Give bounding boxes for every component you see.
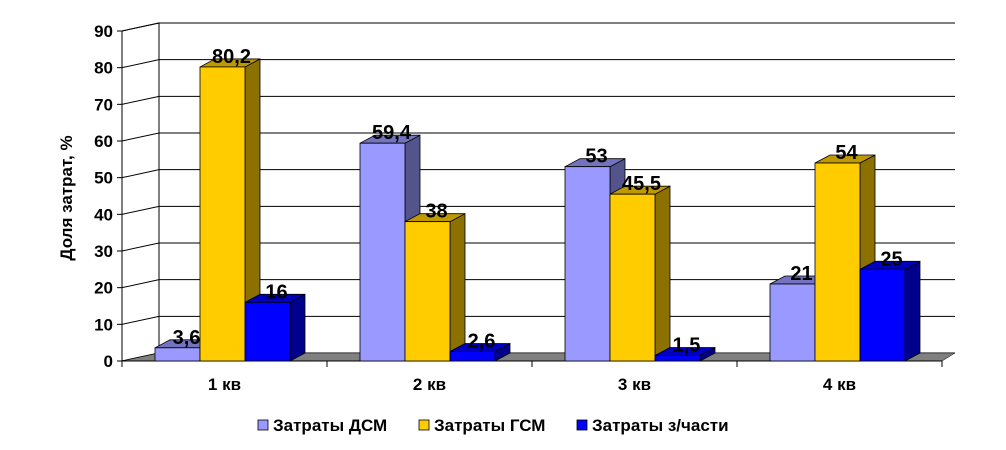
bar <box>404 213 466 362</box>
gridline <box>121 242 955 252</box>
data-label: 53 <box>585 146 607 168</box>
y-tick-label: 40 <box>94 205 113 224</box>
bar <box>199 58 261 362</box>
bar-side <box>289 293 306 362</box>
data-label: 2,6 <box>468 330 496 352</box>
bar-front <box>449 351 496 362</box>
category-label: 1 кв <box>208 375 241 394</box>
bar <box>244 293 306 362</box>
gridlines <box>121 22 955 362</box>
gridline <box>121 22 955 32</box>
data-label: 54 <box>835 142 858 164</box>
data-label: 45,5 <box>622 173 661 195</box>
category-label: 2 кв <box>413 375 446 394</box>
bars <box>154 58 921 362</box>
legend-swatch <box>257 419 269 431</box>
legend-swatch <box>418 419 430 431</box>
bar <box>609 185 671 362</box>
y-tick-label: 70 <box>94 95 113 114</box>
bar-front <box>244 301 291 362</box>
bar-front <box>199 66 246 362</box>
y-tick-label: 60 <box>94 132 113 151</box>
y-tick-label: 30 <box>94 242 113 261</box>
bar-front <box>609 193 656 362</box>
y-tick-label: 50 <box>94 169 113 188</box>
y-tick-label: 20 <box>94 279 113 298</box>
bar-front <box>359 142 406 362</box>
bar-front <box>404 221 451 362</box>
data-label: 21 <box>790 263 812 285</box>
gridline <box>121 59 955 69</box>
bar <box>449 342 511 362</box>
legend-item: Затраты ГСМ <box>418 416 545 435</box>
gridline <box>121 315 955 325</box>
bar-side <box>449 213 466 362</box>
legend: Затраты ДСМ Затраты ГСМ Затраты з/части <box>257 416 729 435</box>
legend-label: Затраты ГСМ <box>434 416 545 435</box>
category-label: 4 кв <box>823 375 856 394</box>
data-label: 1,5 <box>673 335 701 357</box>
legend-item: Затраты з/части <box>576 416 729 435</box>
y-axis-label: Доля затрат, % <box>57 135 76 260</box>
bar-front <box>564 166 611 362</box>
y-tick-label: 10 <box>94 315 113 334</box>
category-labels: 1 кв 2 кв 3 кв 4 кв <box>121 361 943 394</box>
data-labels: 3,6 80,2 16 59,4 38 2,6 53 45,5 1,5 21 54 25 <box>173 46 903 357</box>
data-label: 3,6 <box>173 327 201 349</box>
gridline <box>121 205 955 215</box>
plot-walls <box>121 22 160 362</box>
y-tick-label: 0 <box>104 352 113 371</box>
data-label: 80,2 <box>212 46 251 68</box>
bar-front <box>769 283 816 362</box>
bar-front <box>654 355 701 362</box>
bar-side <box>904 260 921 362</box>
bar-front <box>859 268 906 362</box>
bar <box>859 260 921 362</box>
bar <box>654 346 716 362</box>
legend-label: Затраты з/части <box>592 416 729 435</box>
category-label: 3 кв <box>618 375 651 394</box>
legend-swatch <box>576 419 588 431</box>
y-tick-label: 80 <box>94 59 113 78</box>
legend-label: Затраты ДСМ <box>273 416 387 435</box>
bar-side <box>654 185 671 362</box>
data-label: 25 <box>880 248 902 270</box>
data-label: 59,4 <box>372 122 412 144</box>
gridline <box>121 132 955 142</box>
bar-front <box>814 162 861 362</box>
y-tick-label: 90 <box>94 22 113 41</box>
data-label: 16 <box>265 281 287 303</box>
data-label: 38 <box>425 201 447 223</box>
left-wall <box>121 22 160 362</box>
gridline <box>121 169 955 179</box>
gridline <box>121 95 955 105</box>
y-tick-labels: 0 10 20 30 40 50 60 70 80 90 <box>94 22 122 371</box>
bar-front <box>154 347 201 362</box>
gridline <box>121 279 955 289</box>
legend-item: Затраты ДСМ <box>257 416 387 435</box>
